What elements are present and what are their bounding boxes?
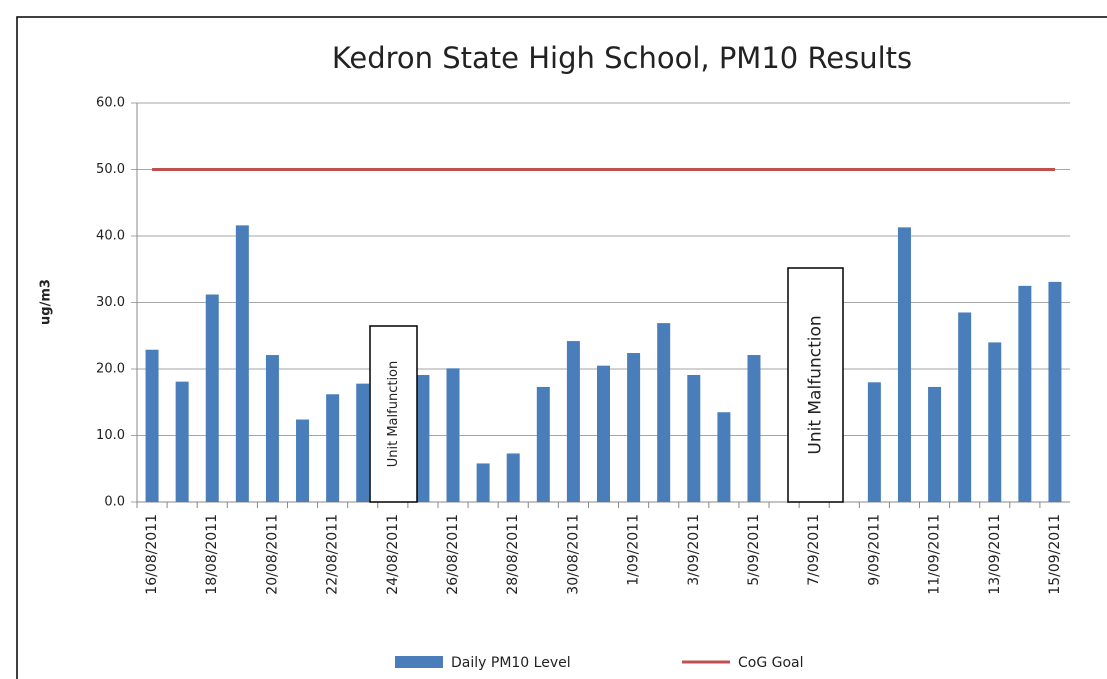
bar	[897, 227, 911, 503]
y-tick-label: 20.0	[96, 362, 125, 377]
bar	[747, 355, 761, 502]
bar	[627, 353, 641, 502]
x-tick-label: 3/09/2011	[686, 514, 702, 586]
annotation-box	[787, 267, 844, 503]
bar	[326, 394, 340, 502]
legend-label: CoG Goal	[738, 655, 804, 671]
bar	[205, 294, 219, 502]
x-tick-label: 30/08/2011	[565, 514, 581, 595]
bar	[597, 365, 610, 502]
bar	[175, 381, 189, 502]
x-tick-label: 16/08/2011	[144, 514, 160, 595]
x-tick-label: 26/08/2011	[445, 514, 461, 595]
x-tick-label: 18/08/2011	[204, 514, 220, 595]
bar	[657, 323, 671, 502]
bar	[988, 342, 1002, 502]
x-tick-label: 28/08/2011	[505, 514, 521, 595]
annotation: Unit Malfunction	[806, 315, 826, 454]
bar	[566, 341, 580, 502]
bar	[958, 312, 972, 502]
x-tick-label: 15/09/2011	[1047, 514, 1063, 595]
bar	[536, 386, 550, 502]
frame	[16, 16, 1107, 679]
bar	[867, 382, 881, 502]
bar	[1018, 285, 1032, 502]
bar	[476, 463, 490, 502]
bar	[1048, 281, 1062, 502]
x-tick-label: 9/09/2011	[866, 514, 882, 586]
x-tick-label: 1/09/2011	[626, 514, 642, 586]
x-tick-label: 20/08/2011	[264, 514, 280, 595]
bar	[687, 374, 701, 502]
y-axis-label: ug/m3	[39, 279, 54, 325]
y-tick-label: 30.0	[96, 295, 125, 310]
bar	[416, 374, 430, 502]
annotation-box	[369, 325, 418, 503]
y-tick-label: 10.0	[96, 428, 125, 443]
y-tick-label: 0.0	[104, 495, 125, 510]
legend-label: Daily PM10 Level	[451, 655, 571, 671]
bar	[928, 386, 942, 502]
legend-swatch	[395, 656, 443, 668]
x-tick-label: 5/09/2011	[746, 514, 762, 586]
x-tick-label: 22/08/2011	[325, 514, 341, 595]
y-tick-label: 50.0	[96, 162, 125, 177]
bar	[717, 412, 731, 502]
annotation: Unit Malfunction	[386, 361, 401, 468]
x-tick-label: 11/09/2011	[927, 514, 943, 595]
bar	[265, 355, 279, 502]
bar	[506, 453, 520, 502]
x-tick-label: 13/09/2011	[987, 514, 1003, 595]
chart-title: Kedron State High School, PM10 Results	[332, 41, 912, 75]
bar	[235, 225, 249, 503]
bar	[296, 419, 310, 502]
bar	[145, 349, 159, 502]
x-tick-label: 7/09/2011	[806, 514, 822, 586]
bar	[356, 383, 370, 502]
y-tick-label: 60.0	[96, 96, 125, 111]
x-tick-label: 24/08/2011	[385, 514, 401, 595]
y-tick-label: 40.0	[96, 229, 125, 244]
bar	[446, 368, 460, 502]
